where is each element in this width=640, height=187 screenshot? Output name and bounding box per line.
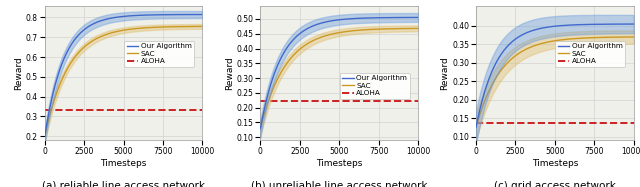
X-axis label: Timesteps: Timesteps: [316, 159, 362, 168]
Legend: Our Algorithm, SAC, ALOHA: Our Algorithm, SAC, ALOHA: [124, 41, 194, 67]
X-axis label: Timesteps: Timesteps: [532, 159, 578, 168]
Text: (c) grid access network: (c) grid access network: [494, 181, 616, 187]
Y-axis label: Reward: Reward: [440, 56, 449, 90]
X-axis label: Timesteps: Timesteps: [100, 159, 147, 168]
Text: (b) unreliable line access network: (b) unreliable line access network: [251, 181, 428, 187]
Legend: Our Algorithm, SAC, ALOHA: Our Algorithm, SAC, ALOHA: [556, 41, 625, 67]
Y-axis label: Reward: Reward: [14, 56, 23, 90]
Legend: Our Algorithm, SAC, ALOHA: Our Algorithm, SAC, ALOHA: [340, 73, 410, 99]
Y-axis label: Reward: Reward: [225, 56, 234, 90]
Text: (a) reliable line access network: (a) reliable line access network: [42, 181, 205, 187]
